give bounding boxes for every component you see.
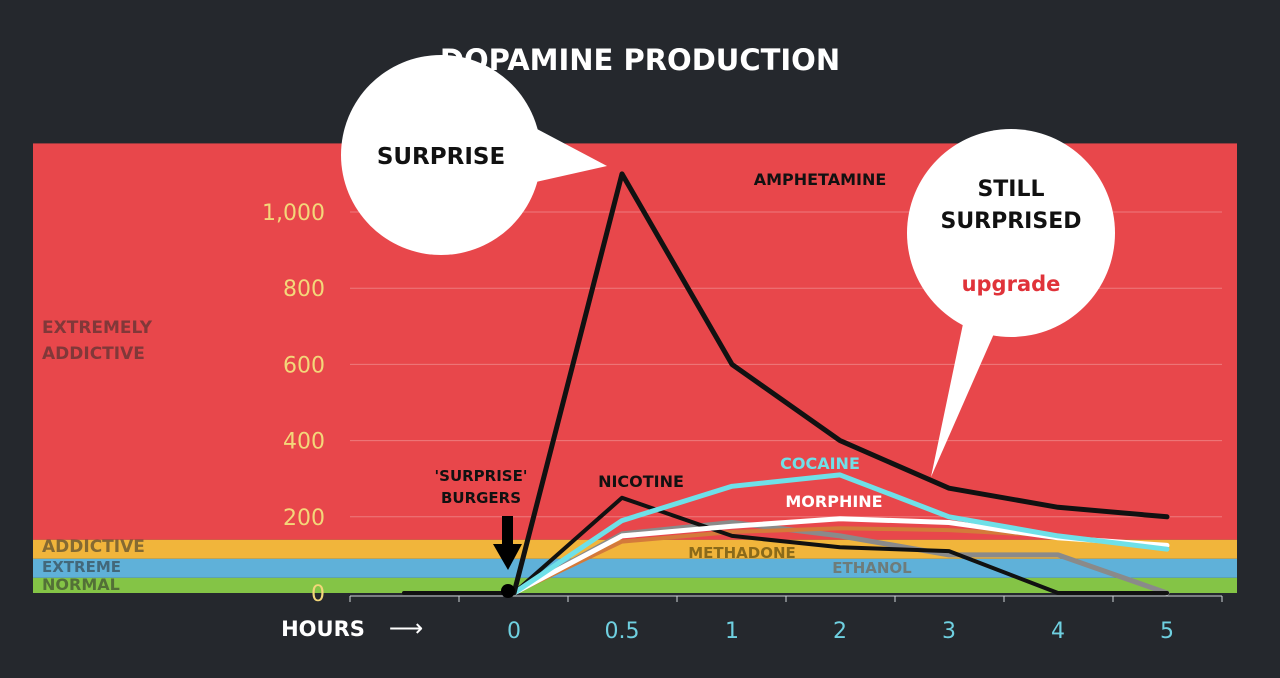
x-axis-arrow: ⟶ [389,614,423,642]
y-tick-label: 800 [283,277,325,302]
series-line-amphetamine [511,171,1170,596]
surprise-bubble: SURPRISE [341,55,607,255]
x-tick-label: 5 [1160,619,1174,644]
still-surprised-bubble: STILL SURPRISED upgrade [907,129,1115,477]
surprise-bubble-text: SURPRISE [377,144,505,170]
surprise-bubble-body [341,55,541,255]
burger-arrow-head [493,544,522,570]
surprise-bubble-tail [518,120,607,186]
still-surprised-line1: STILL [977,177,1044,202]
series-label-morphine: MORPHINE [785,492,882,511]
x-axis-label: HOURS [281,617,365,641]
y-tick-label: 600 [283,353,325,378]
x-tick-label: 0.5 [605,619,640,644]
zone-label-addictive: ADDICTIVE [42,537,145,557]
chart-title: DOPAMINE PRODUCTION [440,43,840,77]
x-tick-label: 1 [725,619,739,644]
x-tick-label: 0 [507,619,521,644]
zone-band-extreme [33,558,1237,578]
annotation-burgers: BURGERS [441,489,521,507]
series-label-ethanol: ETHANOL [832,559,912,577]
zone-label-extreme: EXTREME [42,558,121,576]
burger-marker [501,584,515,598]
y-tick-label: 200 [283,506,325,531]
still-surprised-bubble-tail [931,300,1000,477]
series-labels: AMPHETAMINE NICOTINE COCAINE MORPHINE METHAD… [598,170,912,577]
x-tick-label: 4 [1051,619,1065,644]
burger-arrow-shaft [502,516,513,546]
series-label-methadone: METHADONE [688,544,796,562]
zone-band-normal [33,577,1237,593]
upgrade-label: upgrade [962,272,1061,296]
series-label-cocaine: COCAINE [780,454,860,473]
series-line-nicotine [512,495,1169,595]
y-tick-label: 0 [311,582,325,607]
series-label-amphetamine: AMPHETAMINE [754,170,887,189]
zone-label-normal: NORMAL [42,575,120,594]
series-label-nicotine: NICOTINE [598,472,684,491]
annotation-surprise: 'SURPRISE' [435,467,528,485]
y-tick-label: 1,000 [262,201,325,226]
x-axis-ticks: 0 0.5 1 2 3 4 5 [507,619,1174,644]
still-surprised-bubble-body [907,129,1115,337]
series-line-cocaine [511,472,1170,596]
y-axis-ticks: 0 200 400 600 800 1,000 [262,201,325,607]
zone-label-extremely-addictive: EXTREMELY ADDICTIVE [42,318,158,364]
series-lines [402,171,1170,596]
still-surprised-line2: SURPRISED [940,209,1081,234]
y-tick-label: 400 [283,430,325,455]
x-tick-label: 3 [942,619,956,644]
x-tick-label: 2 [833,619,847,644]
